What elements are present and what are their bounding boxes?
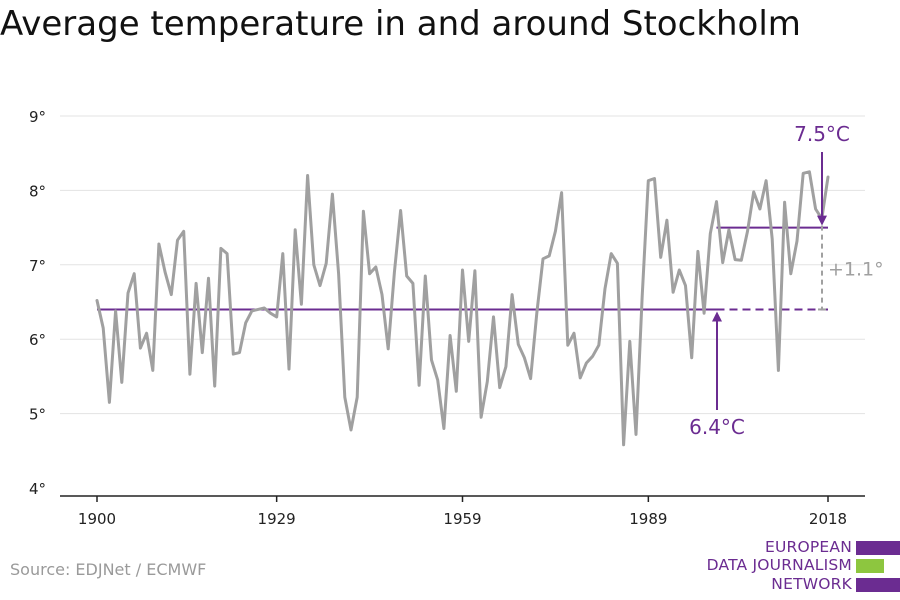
logo-bar-middle — [856, 559, 884, 573]
source-note: Source: EDJNet / ECMWF — [10, 560, 207, 579]
y-tick-label-8: 8° — [29, 182, 46, 200]
logo-line-data-journalism: DATA JOURNALISM — [706, 556, 852, 574]
y-tick-label-9: 9° — [29, 108, 46, 126]
logo-line-european: EUROPEAN — [764, 538, 852, 556]
x-tick-label-1900: 1900 — [78, 510, 116, 528]
x-tick-label-2018: 2018 — [809, 510, 847, 528]
x-tick-label-1929: 1929 — [258, 510, 296, 528]
edjnet-logo: EUROPEAN DATA JOURNALISM NETWORK — [700, 538, 900, 594]
x-tick-label-1989: 1989 — [629, 510, 667, 528]
x-tick-label-1959: 1959 — [443, 510, 481, 528]
y-tick-label-6: 6° — [29, 331, 46, 349]
logo-bar-top — [856, 541, 900, 555]
y-tick-label-7: 7° — [29, 257, 46, 275]
y-tick-label-5: 5° — [29, 406, 46, 424]
logo-bar-bottom — [856, 578, 900, 592]
temperature-series-line — [95, 170, 830, 447]
arrow-6-4-head — [712, 311, 722, 322]
logo-line-network: NETWORK — [771, 575, 852, 593]
annotation-6-4: 6.4°C — [689, 415, 745, 439]
y-tick-label-4: 4° — [29, 480, 46, 498]
difference-label: +1.1° — [828, 259, 884, 281]
arrow-7-5-head — [817, 215, 827, 226]
annotation-7-5: 7.5°C — [794, 122, 850, 146]
chart-title: Average temperature in and around Stockh… — [0, 4, 801, 44]
